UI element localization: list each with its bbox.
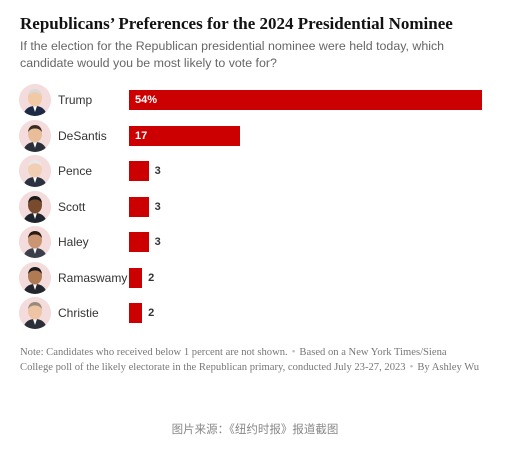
bar-christie bbox=[129, 303, 143, 323]
byline: By Ashley Wu bbox=[417, 362, 480, 373]
bar-ramaswamy bbox=[129, 267, 143, 288]
note-separator: • bbox=[409, 362, 414, 373]
source-text: Based on a New York Times/Siena College … bbox=[20, 347, 447, 373]
category-label: Trump bbox=[58, 93, 93, 107]
pence-portrait-icon bbox=[19, 155, 51, 187]
category-label: Pence bbox=[58, 164, 93, 178]
bar-chart: Trump 54% DeSantis 17 Pence 3 Scott 3 Haley 3 Rama… bbox=[0, 82, 510, 332]
note-separator: • bbox=[291, 347, 296, 358]
value-label: 17 bbox=[135, 129, 148, 142]
haley-portrait-icon bbox=[19, 226, 51, 258]
desantis-portrait-icon bbox=[19, 119, 51, 152]
chart-row: Trump 54% bbox=[0, 82, 510, 118]
chart-row: DeSantis 17 bbox=[0, 118, 510, 154]
value-label: 2 bbox=[148, 307, 155, 319]
value-label: 54% bbox=[135, 94, 158, 106]
bar-trump bbox=[129, 90, 482, 110]
scott-portrait-icon bbox=[19, 190, 51, 223]
value-label: 3 bbox=[154, 200, 161, 213]
value-label: 2 bbox=[148, 271, 155, 284]
chart-note: Note: Candidates who received below 1 pe… bbox=[20, 345, 480, 375]
category-label: Haley bbox=[58, 235, 89, 249]
chart-row: Ramaswamy 2 bbox=[0, 260, 510, 296]
value-label: 3 bbox=[154, 236, 161, 248]
chart-row: Haley 3 bbox=[0, 224, 510, 260]
category-label: Christie bbox=[58, 306, 99, 320]
category-label: DeSantis bbox=[58, 128, 107, 143]
bar-pence bbox=[129, 161, 149, 181]
chart-subtitle: If the election for the Republican presi… bbox=[20, 39, 445, 70]
bar-haley bbox=[129, 232, 149, 252]
chart-row: Scott 3 bbox=[0, 189, 510, 225]
image-source-caption: 图片来源：《纽约时报》报道截图 bbox=[171, 422, 339, 436]
category-label: Ramaswamy bbox=[58, 270, 128, 285]
chart-title: Republicans’ Preferences for the 2024 Pr… bbox=[20, 14, 453, 33]
ramaswamy-portrait-icon bbox=[19, 261, 51, 294]
chart-row: Christie 2 bbox=[0, 295, 510, 331]
note-text: Note: Candidates who received below 1 pe… bbox=[20, 347, 288, 358]
chart-row: Pence 3 bbox=[0, 153, 510, 189]
christie-portrait-icon bbox=[19, 297, 51, 329]
bar-desantis bbox=[129, 125, 241, 146]
value-label: 3 bbox=[154, 165, 161, 177]
category-label: Scott bbox=[58, 199, 86, 214]
trump-portrait-icon bbox=[19, 84, 51, 116]
bar-scott bbox=[129, 196, 149, 217]
